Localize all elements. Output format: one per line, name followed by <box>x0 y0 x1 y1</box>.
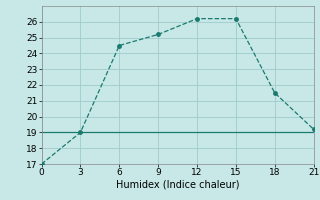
X-axis label: Humidex (Indice chaleur): Humidex (Indice chaleur) <box>116 180 239 190</box>
